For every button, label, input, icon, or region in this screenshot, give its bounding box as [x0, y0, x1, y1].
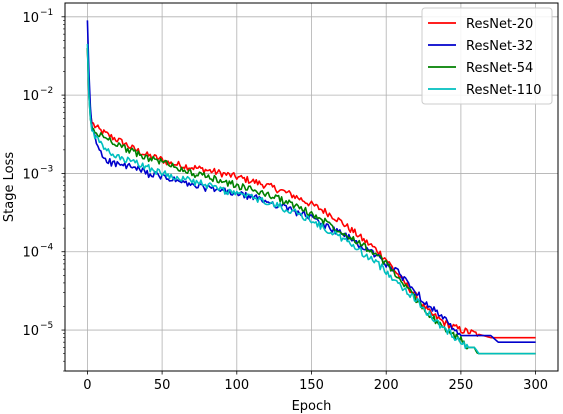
series-layer	[86, 20, 536, 355]
legend-label: ResNet-20	[466, 17, 533, 32]
x-tick-label: 250	[448, 378, 473, 393]
series-line-resnet-54	[86, 47, 536, 355]
y-tick-exponent: −4	[40, 243, 54, 253]
x-tick-label: 200	[374, 378, 399, 393]
legend-label: ResNet-32	[466, 39, 533, 54]
legend-label: ResNet-110	[466, 83, 542, 98]
x-tick-label: 300	[523, 378, 548, 393]
x-tick-label: 0	[83, 378, 91, 393]
legend-box	[421, 7, 553, 105]
y-tick-exponent: −5	[40, 321, 53, 331]
x-axis-label: Epoch	[292, 399, 332, 414]
y-tick-label: 10	[22, 324, 39, 339]
y-tick-exponent: −3	[40, 164, 53, 174]
y-tick-label: 10	[22, 167, 39, 182]
y-axis-label: Stage Loss	[2, 152, 17, 222]
y-tick-label: 10	[22, 11, 39, 26]
series-line-resnet-110	[86, 43, 536, 355]
y-tick-exponent: −1	[40, 8, 53, 18]
series-line-resnet-20	[86, 47, 536, 339]
x-tick-label: 50	[154, 378, 171, 393]
x-tick-label: 100	[224, 378, 249, 393]
legend: ResNet-20 ResNet-32 ResNet-54 ResNet-110	[421, 7, 553, 105]
y-tick-label: 10	[22, 89, 39, 104]
legend-label: ResNet-54	[466, 61, 533, 76]
y-tick-label: 10	[22, 246, 39, 261]
y-tick-exponent: −2	[40, 86, 53, 96]
x-tick-label: 150	[299, 378, 324, 393]
